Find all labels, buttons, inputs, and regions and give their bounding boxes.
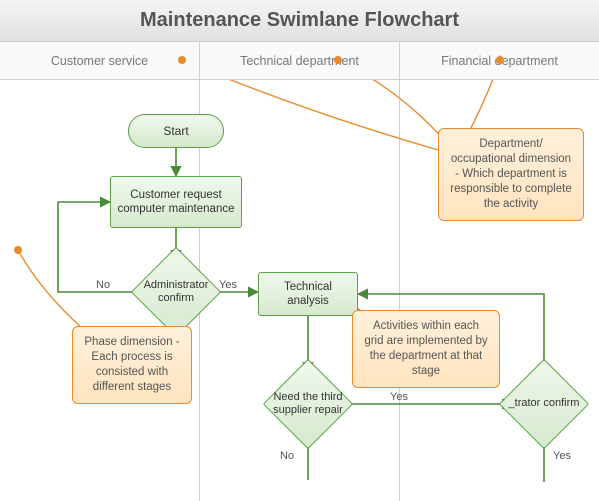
edge-label-yes: Yes (390, 391, 408, 403)
node-label: Technical analysis (263, 280, 353, 309)
callout-dot (14, 246, 22, 254)
callout-text: Phase dimension - Each process is consis… (84, 336, 179, 393)
callout-dot (496, 56, 504, 64)
callout-activities: Activities within each grid are implemen… (352, 310, 500, 388)
lane-headers: Customer service Technical department Fi… (0, 42, 599, 80)
node-label: _trator confirm (509, 397, 580, 410)
node-label: Start (163, 124, 188, 138)
request-node: Customer request computer maintenance (110, 176, 242, 228)
technical-analysis-node: Technical analysis (258, 272, 358, 316)
admin-confirm-node: Administrator confirm (144, 260, 208, 324)
lane-header-customer: Customer service (0, 42, 200, 79)
financial-confirm-node: _trator confirm (512, 372, 576, 436)
start-node: Start (128, 114, 224, 148)
title-bar: Maintenance Swimlane Flowchart (0, 0, 599, 42)
callout-phase: Phase dimension - Each process is consis… (72, 326, 192, 404)
callout-text: Department/ occupational dimension - Whi… (450, 138, 571, 210)
lane-divider (399, 80, 400, 501)
chart-title: Maintenance Swimlane Flowchart (140, 9, 459, 32)
edge-label-no: No (280, 450, 294, 462)
lane-header-label: Customer service (51, 54, 148, 68)
node-label: Need the third supplier repair (263, 391, 353, 417)
callout-text: Activities within each grid are implemen… (364, 320, 487, 377)
callout-dot (334, 56, 342, 64)
node-label: Administrator confirm (131, 279, 221, 305)
callout-dot (178, 56, 186, 64)
lane-header-technical: Technical department (200, 42, 400, 79)
flowchart-canvas: Start Customer request computer maintena… (0, 80, 599, 501)
callout-department: Department/ occupational dimension - Whi… (438, 128, 584, 221)
need-third-supplier-node: Need the third supplier repair (276, 372, 340, 436)
edge-label-no: No (96, 279, 110, 291)
node-label: Customer request computer maintenance (115, 188, 237, 217)
edge-label-yes: Yes (553, 450, 571, 462)
edge-label-yes: Yes (219, 279, 237, 291)
